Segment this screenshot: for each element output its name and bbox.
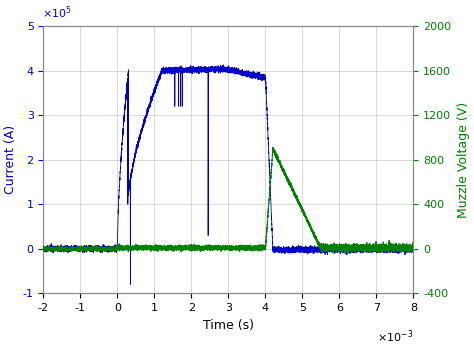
- Y-axis label: Muzzle Voltage (V): Muzzle Voltage (V): [457, 102, 470, 218]
- Text: $\times 10^{-3}$: $\times 10^{-3}$: [377, 328, 413, 344]
- Text: $\times 10^5$: $\times 10^5$: [42, 4, 72, 21]
- Y-axis label: Current (A): Current (A): [4, 125, 17, 194]
- X-axis label: Time (s): Time (s): [203, 319, 254, 332]
